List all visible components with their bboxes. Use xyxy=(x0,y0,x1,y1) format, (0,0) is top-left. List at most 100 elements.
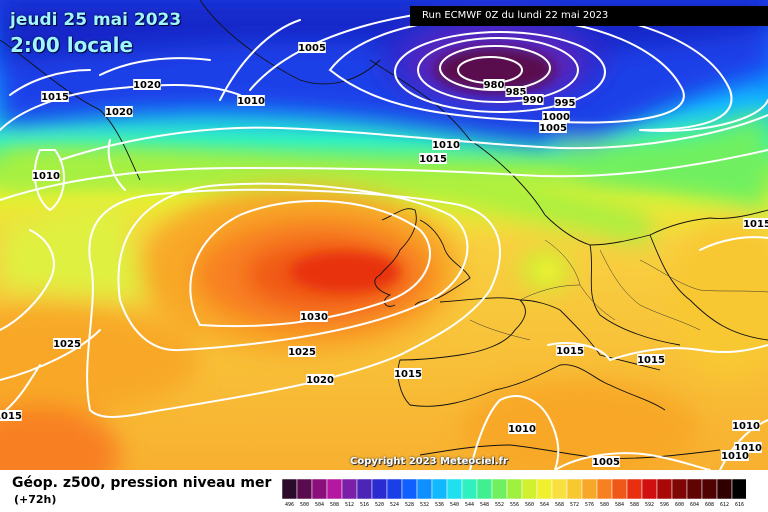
copyright: Copyright 2023 Meteociel.fr xyxy=(350,456,508,467)
scale-swatch xyxy=(671,479,688,499)
scale-label: 548 xyxy=(479,502,490,508)
isobar-label-bg xyxy=(556,345,584,356)
isobar-label-text: 1005 xyxy=(539,123,567,134)
scale-swatch xyxy=(476,479,493,499)
scale-label: 580 xyxy=(599,502,610,508)
scale-label: 540 xyxy=(449,502,460,508)
isobar-label-bg xyxy=(288,346,316,357)
scale-label: 524 xyxy=(389,502,400,508)
scale-label: 556 xyxy=(509,502,520,508)
scale-swatch xyxy=(416,479,433,499)
scale-swatch xyxy=(641,479,658,499)
isobar-label-bg xyxy=(419,153,447,164)
forecast-offset: (+72h) xyxy=(14,493,57,506)
scale-swatch xyxy=(731,479,746,499)
isobar-label-bg xyxy=(298,42,326,53)
isobar-label-text: 1020 xyxy=(105,107,133,118)
scale-label: 528 xyxy=(404,502,415,508)
scale-label: 504 xyxy=(314,502,325,508)
isobar-label: 1010 xyxy=(721,450,749,462)
scale-swatch xyxy=(566,479,583,499)
scale-label: 616 xyxy=(734,502,745,508)
run-info: Run ECMWF 0Z du lundi 22 mai 2023 xyxy=(422,10,609,21)
isobar-label: 995 xyxy=(554,97,576,109)
scale-label: 564 xyxy=(539,502,550,508)
isobar-label-bg xyxy=(105,106,133,117)
isobar-label-text: 1005 xyxy=(298,43,326,54)
scale-swatch xyxy=(431,479,448,499)
isobar-label: 1015 xyxy=(743,218,768,230)
isobar-label-bg xyxy=(508,423,536,434)
footer: Géop. z500, pression niveau mer (+72h) 4… xyxy=(0,470,768,512)
isobar-label: 1015 xyxy=(419,153,447,165)
scale-label: 612 xyxy=(719,502,730,508)
scale-swatch xyxy=(626,479,643,499)
isobar-label-text: 1005 xyxy=(592,457,620,468)
isobar-label: 1005 xyxy=(298,42,326,54)
geopotential-field xyxy=(0,0,768,470)
isobar-label-bg xyxy=(432,139,460,150)
isobar-label-bg xyxy=(32,170,60,181)
scale-label: 560 xyxy=(524,502,535,508)
scale-label: 536 xyxy=(434,502,445,508)
isobar-label-bg xyxy=(53,338,81,349)
isobar-label: 1020 xyxy=(306,374,334,386)
isobar-label-text: 1020 xyxy=(133,80,161,91)
scale-swatch xyxy=(326,479,343,499)
scale-swatch xyxy=(341,479,358,499)
isobar-label: 1015 xyxy=(394,368,422,380)
scale-label: 496 xyxy=(284,502,295,508)
scale-swatch xyxy=(686,479,703,499)
isobar-label: 990 xyxy=(522,94,544,106)
isobar-label-text: 1030 xyxy=(300,312,328,323)
scale-swatch xyxy=(536,479,553,499)
isobar-label: 1010 xyxy=(734,442,762,454)
isobar-label-bg xyxy=(505,86,527,97)
isobar-label-text: 1015 xyxy=(556,346,584,357)
isobar-label: 1020 xyxy=(133,79,161,91)
color-scale xyxy=(282,479,746,499)
isobar-label: 1000 xyxy=(542,111,570,123)
isobar-label: 1015 xyxy=(637,354,665,366)
isobar-label-text: 1010 xyxy=(732,421,760,432)
scale-swatch xyxy=(581,479,598,499)
chart-title: Géop. z500, pression niveau mer xyxy=(12,475,272,491)
borders xyxy=(469,239,768,341)
scale-swatch xyxy=(716,479,733,499)
run-info-box: Run ECMWF 0Z du lundi 22 mai 2023 xyxy=(410,6,768,26)
isobar-label-text: 1025 xyxy=(53,339,81,350)
isobar-label: 1015 xyxy=(0,410,22,422)
isobar-label-bg xyxy=(539,122,567,133)
isobar-label-bg xyxy=(483,79,505,90)
isobar-label-text: 1010 xyxy=(237,96,265,107)
isobar-label-bg xyxy=(743,218,768,229)
isobar-label-text: 1015 xyxy=(637,355,665,366)
scale-swatch xyxy=(701,479,718,499)
scale-label: 512 xyxy=(344,502,355,508)
scale-label: 604 xyxy=(689,502,700,508)
isobar-label-text: 980 xyxy=(484,80,505,91)
isobar-label-bg xyxy=(721,450,749,461)
scale-label: 572 xyxy=(569,502,580,508)
isobar-label: 1030 xyxy=(300,311,328,323)
scale-label: 600 xyxy=(674,502,685,508)
scale-swatch xyxy=(371,479,388,499)
isobar-label-bg xyxy=(734,442,762,453)
isobar-label: 1010 xyxy=(32,170,60,182)
isobar-label-bg xyxy=(637,354,665,365)
scale-label: 544 xyxy=(464,502,475,508)
scale-label: 500 xyxy=(299,502,310,508)
scale-swatch xyxy=(401,479,418,499)
scale-label: 552 xyxy=(494,502,505,508)
scale-swatch xyxy=(296,479,313,499)
isobar-label: 1015 xyxy=(41,91,69,103)
isobar-label-bg xyxy=(0,410,22,421)
isobar-label-bg xyxy=(237,95,265,106)
scale-swatch xyxy=(446,479,463,499)
isobar-label-text: 1010 xyxy=(721,451,749,462)
isobar-label-bg xyxy=(306,374,334,385)
color-scale-labels: 496 500 504 508 512 516 520 524 528 532 536 540 544 5… xyxy=(282,501,746,510)
